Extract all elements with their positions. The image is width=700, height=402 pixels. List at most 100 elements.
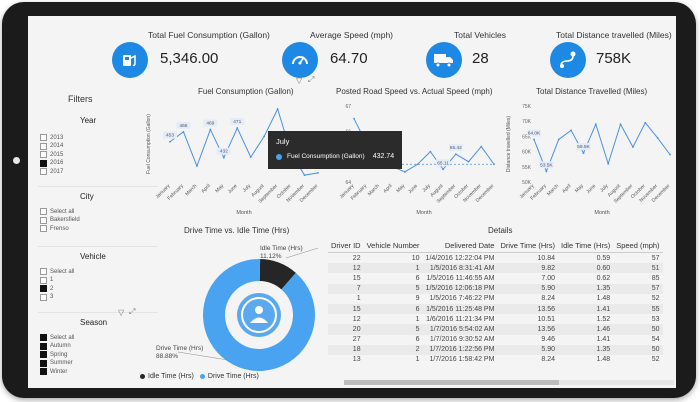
- checkbox[interactable]: [40, 293, 47, 301]
- data-point[interactable]: [632, 146, 634, 148]
- data-point[interactable]: [442, 168, 444, 171]
- column-header[interactable]: Speed (mph): [613, 239, 663, 253]
- column-header[interactable]: Delivered Date: [422, 239, 498, 253]
- checkbox[interactable]: [40, 159, 47, 167]
- data-point[interactable]: [404, 170, 406, 173]
- checkbox[interactable]: [40, 142, 47, 150]
- table-horizontal-scrollbar[interactable]: [344, 380, 674, 385]
- data-point[interactable]: [557, 138, 560, 141]
- checkbox[interactable]: [40, 359, 47, 367]
- checkbox[interactable]: [40, 225, 47, 232]
- checkbox[interactable]: [40, 368, 47, 375]
- checkbox[interactable]: [40, 268, 47, 275]
- year-option-2015[interactable]: 2015: [40, 151, 63, 158]
- city-option-bakersfield[interactable]: Bakersfield: [40, 216, 80, 224]
- year-option-2013[interactable]: 2013: [40, 134, 63, 141]
- data-point[interactable]: [533, 138, 535, 141]
- speed-chart[interactable]: 6465666765.1165.42JanuaryFebruaryMarchAp…: [328, 100, 500, 216]
- data-point[interactable]: [480, 145, 483, 148]
- table-cell: 9: [415, 295, 420, 303]
- data-point[interactable]: [594, 123, 597, 126]
- checkbox[interactable]: [40, 134, 47, 141]
- city-option-frenso[interactable]: Frenso: [40, 225, 69, 232]
- table-row[interactable]: 1 9 1/5/2016 7:46:22 PM 8.24 1.48 52: [328, 294, 663, 304]
- table-row[interactable]: 22 10 1/4/2016 12:22:04 PM 10.84 0.59 57: [328, 253, 663, 264]
- data-point[interactable]: [467, 160, 470, 163]
- checkbox[interactable]: [40, 351, 47, 358]
- data-point[interactable]: [303, 174, 306, 177]
- data-point[interactable]: [249, 156, 252, 159]
- checkbox[interactable]: [40, 276, 47, 284]
- table-row[interactable]: 27 6 1/7/2016 9:30:52 AM 9.46 1.41 54: [328, 335, 663, 345]
- focus-mode-icon[interactable]: ⤢: [308, 75, 315, 84]
- details-table[interactable]: Driver ID Vehicle Number Delivered Date Dri…: [328, 239, 663, 365]
- column-header[interactable]: Idle Time (Hrs): [558, 239, 614, 253]
- data-point[interactable]: [454, 153, 457, 156]
- column-header[interactable]: Driver ID: [328, 239, 364, 253]
- table-row[interactable]: 18 2 1/7/2016 1:22:56 PM 5.90 1.35 50: [328, 344, 663, 355]
- checkbox[interactable]: [40, 285, 47, 292]
- data-point[interactable]: [236, 127, 239, 129]
- data-point[interactable]: [263, 135, 266, 138]
- checkbox[interactable]: [40, 342, 47, 350]
- data-point[interactable]: [416, 163, 419, 166]
- season-option-select-all[interactable]: Select all: [40, 334, 74, 341]
- scrollbar-thumb[interactable]: [344, 380, 559, 385]
- drive-slice[interactable]: [203, 259, 315, 371]
- year-option-2017[interactable]: 2017: [40, 168, 63, 175]
- city-option-select-all[interactable]: Select all: [40, 208, 74, 215]
- year-option-2014[interactable]: 2014: [40, 142, 63, 150]
- checkbox[interactable]: [40, 168, 47, 175]
- data-point[interactable]: [545, 170, 548, 173]
- distance-chart[interactable]: Distance travelled (Miles) 50K 55K 60K 65K 70…: [504, 100, 676, 216]
- filter-icon[interactable]: ▽: [296, 76, 303, 85]
- data-point[interactable]: [353, 117, 355, 120]
- table-row[interactable]: 15 6 1/5/2016 11:25:48 PM 13.56 1.41 55: [328, 303, 663, 315]
- data-point[interactable]: [656, 137, 659, 139]
- data-point[interactable]: [607, 162, 610, 165]
- table-row[interactable]: 7 5 1/5/2016 12:06:18 PM 5.90 1.35 57: [328, 283, 663, 294]
- data-point[interactable]: [429, 150, 432, 153]
- data-point[interactable]: [222, 156, 225, 159]
- data-point[interactable]: [169, 140, 171, 143]
- vehicle-option-2[interactable]: 2: [40, 285, 53, 292]
- data-point[interactable]: [209, 128, 212, 131]
- data-point[interactable]: [570, 129, 572, 132]
- data-point[interactable]: [619, 123, 622, 126]
- data-point[interactable]: [493, 163, 495, 166]
- kpi-distance: Total Distance travelled (Miles) 758K: [550, 20, 676, 82]
- table-row[interactable]: 12 1 1/5/2016 8:31:41 AM 9.82 0.60 51: [328, 263, 663, 274]
- table-row[interactable]: 20 5 1/7/2016 5:54:02 AM 13.56 1.46 50: [328, 324, 663, 335]
- data-point[interactable]: [669, 153, 671, 156]
- season-option-spring[interactable]: Spring: [40, 351, 67, 358]
- data-point[interactable]: [182, 130, 185, 133]
- vehicle-option-select-all[interactable]: Select all: [40, 268, 74, 275]
- season-focus-icon[interactable]: ⤢: [129, 307, 136, 316]
- column-header[interactable]: Vehicle Number: [363, 239, 423, 253]
- table-row[interactable]: 12 1 1/6/2016 11:21:34 PM 10.51 1.52 53: [328, 314, 663, 324]
- fuel-consumption-chart[interactable]: Fuel Consumption (Gallon) 453 466 469 432 471…: [144, 100, 324, 216]
- table-cell: 1/5/2016 11:25:48 PM: [422, 303, 498, 315]
- checkbox[interactable]: [40, 208, 47, 215]
- season-option-summer[interactable]: Summer: [40, 359, 73, 367]
- data-point[interactable]: [276, 108, 279, 110]
- series-line[interactable]: [533, 121, 671, 173]
- season-option-autumn[interactable]: Autumn: [40, 342, 71, 350]
- checkbox[interactable]: [40, 216, 47, 224]
- checkbox[interactable]: [40, 334, 47, 341]
- season-option-winter[interactable]: Winter: [40, 368, 67, 375]
- column-header[interactable]: Drive Time (Hrs): [497, 239, 559, 253]
- vehicle-option-3[interactable]: 3: [40, 293, 53, 301]
- data-point[interactable]: [317, 171, 319, 174]
- checkbox[interactable]: [40, 151, 47, 158]
- idle-slice[interactable]: [259, 259, 296, 290]
- data-point[interactable]: [196, 165, 198, 167]
- data-point[interactable]: [582, 152, 585, 155]
- data-point[interactable]: [644, 121, 647, 124]
- table-row[interactable]: 13 1 1/7/2016 1:58:42 PM 8.24 1.48 52: [328, 355, 663, 365]
- vehicle-option-1[interactable]: 1: [40, 276, 53, 284]
- table-row[interactable]: 15 6 1/5/2016 11:46:55 AM 7.00 0.62 85: [328, 273, 663, 283]
- year-option-2016[interactable]: 2016: [40, 159, 63, 167]
- season-filter-icon[interactable]: ▽: [118, 308, 125, 317]
- drive-idle-donut[interactable]: [168, 242, 328, 382]
